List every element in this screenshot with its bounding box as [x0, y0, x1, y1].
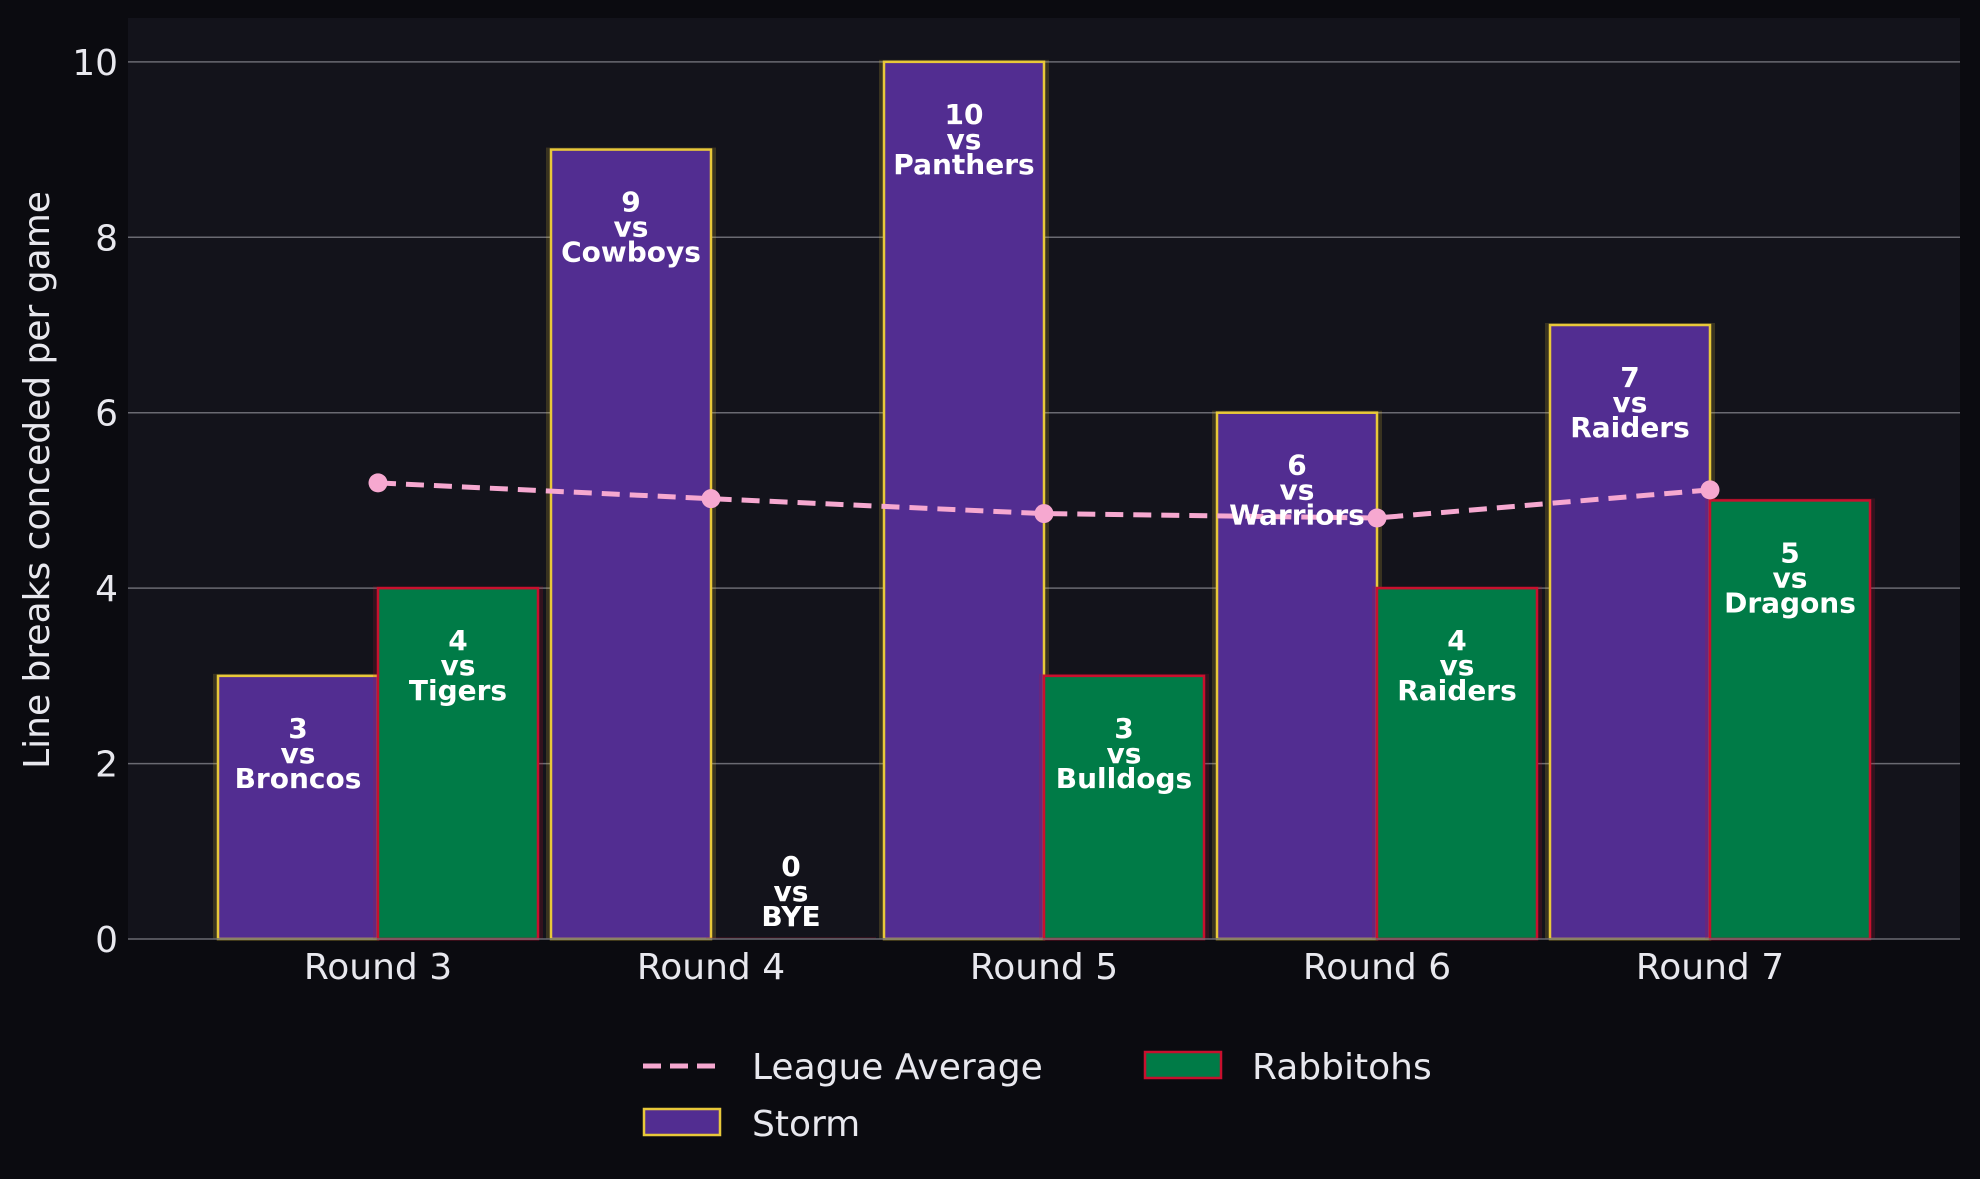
bar-label-line: Warriors [1229, 499, 1365, 532]
bar-label-line: vs [774, 875, 809, 908]
axes: 0 2 4 6 8 10 Round 3 Round 4 Round 5 Round 6 Round… [72, 43, 1960, 988]
bar-label-line: 3 [1114, 712, 1133, 745]
bar-label-line: vs [1107, 737, 1142, 770]
y-tick-label: 4 [95, 569, 118, 610]
bar-rabbitohs [376, 586, 540, 941]
bar-rabbitohs [1375, 586, 1539, 941]
bar-rabbitohs [1708, 499, 1872, 941]
bar-label-line: vs [1613, 386, 1648, 419]
bar-label-line: vs [281, 737, 316, 770]
league-average-point [701, 489, 721, 509]
legend: League Average Storm Rabbitohs [642, 1047, 1432, 1145]
legend-swatch-storm [642, 1107, 722, 1137]
bar-storm [882, 60, 1046, 941]
bar-label-line: Cowboys [561, 236, 701, 269]
bar-value-label: 4 vs Raiders [1397, 624, 1517, 707]
bar-label-line: 10 [945, 98, 984, 131]
bar-label-line: 7 [1620, 361, 1639, 394]
legend-label-rabbitohs: Rabbitohs [1252, 1047, 1432, 1088]
bar-label-line: Dragons [1724, 586, 1856, 619]
bar-label-line: Raiders [1570, 411, 1690, 444]
bar-storm [549, 148, 713, 941]
x-tick-label: Round 4 [637, 947, 785, 988]
bar-value-label: 4 vs Tigers [409, 624, 507, 707]
bar-label-line: vs [1440, 649, 1475, 682]
bar-value-label: 6 vs Warriors [1229, 449, 1365, 532]
league-average-point [368, 473, 388, 493]
bar-label-line: 9 [621, 186, 640, 219]
bar-rabbitohs [1042, 674, 1206, 941]
bar-label-line: vs [1773, 561, 1808, 594]
bar-label-line: Broncos [235, 762, 362, 795]
bar-label-line: vs [947, 123, 982, 156]
bar-value-label: 7 vs Raiders [1570, 361, 1690, 444]
bar-value-label: 3 vs Broncos [235, 712, 362, 795]
bar-value-label: 10 vs Panthers [893, 98, 1034, 181]
y-tick-label: 2 [95, 745, 118, 786]
bar-label-line: Tigers [409, 674, 507, 707]
x-tick-label: Round 3 [304, 947, 452, 988]
bar-glow [706, 937, 876, 939]
bar-label-line: 6 [1287, 449, 1306, 482]
x-tick-label: Round 7 [1636, 947, 1784, 988]
bar-label-line: 5 [1780, 536, 1799, 569]
x-tick-label: Round 6 [1303, 947, 1451, 988]
league-average-line-group [368, 473, 1720, 528]
legend-label-storm: Storm [752, 1104, 860, 1145]
bar-label-line: vs [441, 649, 476, 682]
bar-value-label: 5 vs Dragons [1724, 536, 1856, 619]
bars [213, 59, 1875, 941]
y-tick-label: 10 [72, 43, 118, 84]
bar-label-line: 0 [781, 850, 800, 883]
league-average-point [1034, 504, 1054, 524]
bar-label-line: 4 [1447, 624, 1466, 657]
bar-value-label: 9 vs Cowboys [561, 186, 701, 269]
league-average-point [1367, 508, 1387, 528]
bar-storm [1215, 411, 1379, 941]
bar-label-line: Bulldogs [1056, 762, 1192, 795]
bar-label-line: 4 [448, 624, 467, 657]
legend-swatch-rabbitohs [1143, 1050, 1223, 1080]
legend-label-league-average: League Average [752, 1047, 1043, 1088]
y-tick-label: 8 [95, 218, 118, 259]
bar-value-label: 0 vs BYE [761, 850, 820, 933]
x-tick-label: Round 5 [970, 947, 1118, 988]
bar-label-line: vs [1280, 474, 1315, 507]
y-tick-label: 6 [95, 394, 118, 435]
bar-label-line: BYE [761, 900, 820, 933]
bar-label-line: Raiders [1397, 674, 1517, 707]
bar-value-label: 3 vs Bulldogs [1056, 712, 1192, 795]
bar-label-line: vs [614, 211, 649, 244]
league-average-point [1700, 480, 1720, 500]
y-axis-label: Line breaks conceded per game [17, 191, 58, 769]
bar-label-line: 3 [288, 712, 307, 745]
y-tick-label: 0 [95, 920, 118, 961]
bar-label-line: Panthers [893, 148, 1034, 181]
